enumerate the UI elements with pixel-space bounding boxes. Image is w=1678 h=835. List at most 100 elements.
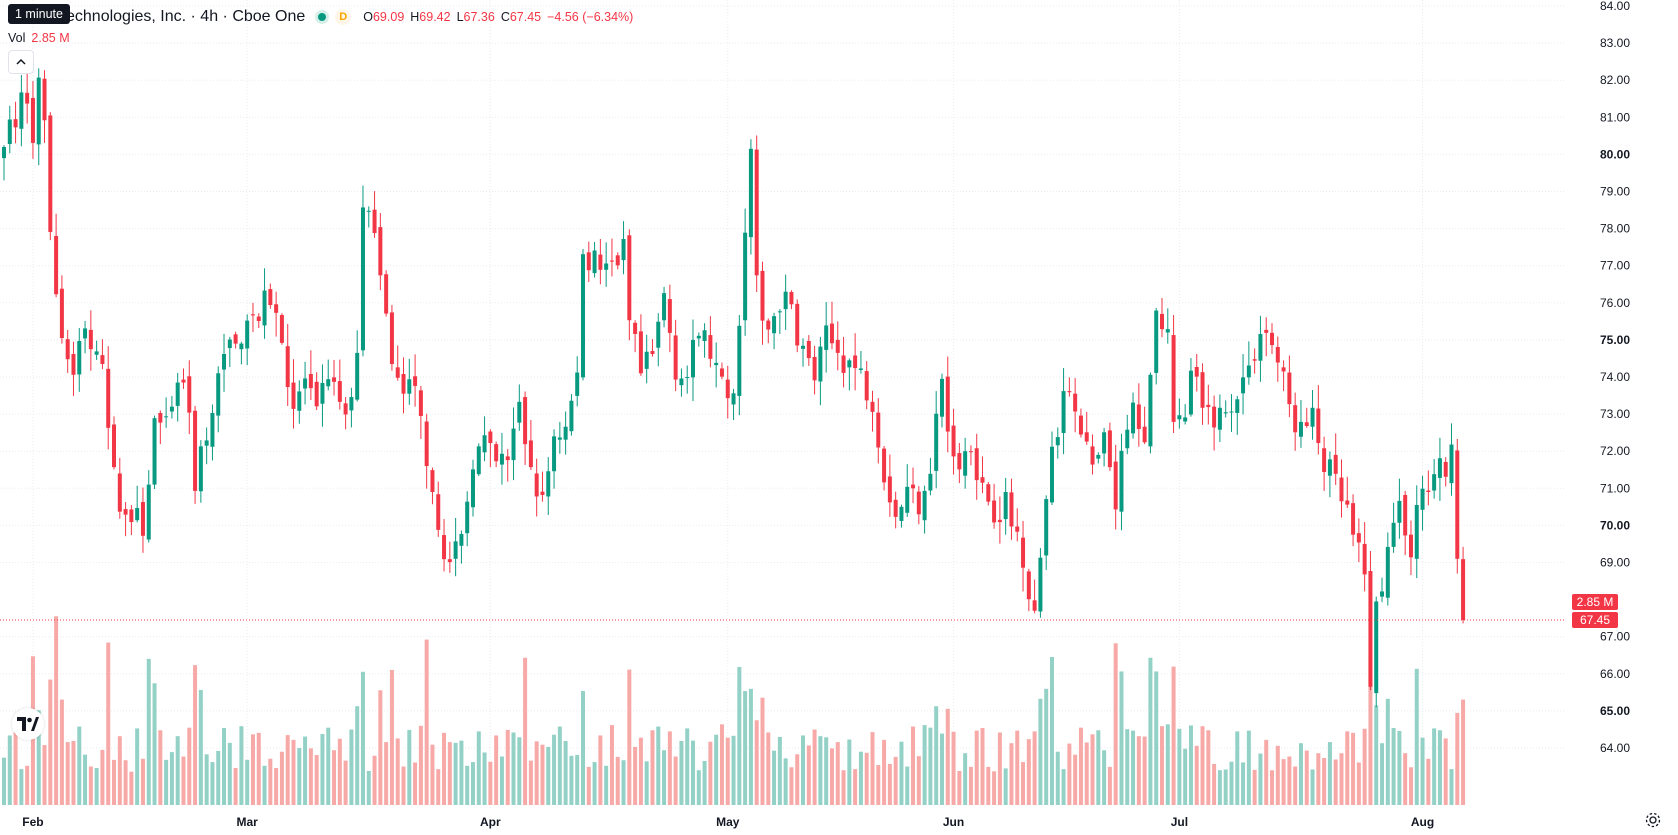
volume-bar[interactable] — [366, 770, 371, 805]
symbol-legend[interactable]: echnologies, Inc. · 4h · Cboe One D O69.… — [8, 6, 633, 28]
candle-body[interactable] — [714, 362, 719, 366]
volume-bar[interactable] — [835, 742, 840, 805]
candle-body[interactable] — [766, 320, 771, 330]
volume-bar[interactable] — [1044, 688, 1049, 805]
candle-body[interactable] — [1281, 367, 1286, 372]
volume-bar[interactable] — [1368, 654, 1373, 805]
candle-body[interactable] — [1270, 332, 1275, 346]
candle-body[interactable] — [1142, 426, 1147, 443]
volume-bar[interactable] — [876, 765, 881, 805]
volume-bar[interactable] — [384, 742, 389, 805]
volume-bar[interactable] — [1212, 763, 1217, 805]
volume-bar[interactable] — [841, 770, 846, 805]
volume-bar[interactable] — [1420, 737, 1425, 805]
candle-body[interactable] — [355, 352, 360, 400]
candle-body[interactable] — [1414, 504, 1419, 559]
volume-bar[interactable] — [54, 616, 59, 805]
candle-body[interactable] — [227, 339, 232, 349]
candle-body[interactable] — [1015, 526, 1020, 532]
volume-bar[interactable] — [459, 740, 464, 805]
candle-body[interactable] — [928, 473, 933, 491]
candle-body[interactable] — [627, 235, 632, 321]
volume-bar[interactable] — [546, 746, 551, 805]
candle-body[interactable] — [818, 346, 823, 382]
volume-bar[interactable] — [1322, 758, 1327, 805]
volume-bar[interactable] — [812, 729, 817, 805]
candle-body[interactable] — [1177, 415, 1182, 420]
candle-body[interactable] — [1131, 402, 1136, 434]
candle-body[interactable] — [100, 355, 105, 365]
candle-body[interactable] — [389, 312, 394, 365]
candle-body[interactable] — [442, 535, 447, 560]
candle-body[interactable] — [592, 250, 597, 274]
volume-bar[interactable] — [1229, 761, 1234, 805]
candle-body[interactable] — [1420, 488, 1425, 510]
candle-body[interactable] — [1241, 377, 1246, 394]
volume-bar[interactable] — [899, 741, 904, 805]
volume-bar[interactable] — [1003, 768, 1008, 805]
candle-body[interactable] — [303, 378, 308, 389]
candle-body[interactable] — [36, 77, 41, 145]
volume-bar[interactable] — [1148, 657, 1153, 805]
volume-bar[interactable] — [1055, 751, 1060, 805]
volume-bar[interactable] — [528, 760, 533, 805]
volume-bar[interactable] — [870, 732, 875, 805]
volume-bar[interactable] — [1408, 767, 1413, 805]
volume-bar[interactable] — [1461, 699, 1466, 805]
volume-bar[interactable] — [112, 759, 117, 805]
candle-body[interactable] — [1102, 432, 1107, 454]
candle-body[interactable] — [494, 444, 499, 462]
candle-body[interactable] — [598, 254, 603, 270]
candle-body[interactable] — [980, 477, 985, 483]
volume-bar[interactable] — [65, 742, 70, 805]
volume-bar[interactable] — [1206, 730, 1211, 805]
candle-body[interactable] — [1217, 407, 1222, 430]
volume-bar[interactable] — [1304, 750, 1309, 805]
candle-body[interactable] — [245, 320, 250, 349]
candle-body[interactable] — [1113, 461, 1118, 510]
volume-bar[interactable] — [534, 741, 539, 805]
volume-bar[interactable] — [274, 768, 279, 805]
volume-bar[interactable] — [743, 691, 748, 805]
candle-body[interactable] — [65, 339, 70, 360]
volume-bar[interactable] — [911, 726, 916, 805]
volume-bar[interactable] — [801, 735, 806, 805]
candle-body[interactable] — [754, 149, 759, 276]
candle-body[interactable] — [557, 437, 562, 440]
volume-bar[interactable] — [395, 738, 400, 805]
volume-bar[interactable] — [916, 756, 921, 805]
volume-bar[interactable] — [1142, 736, 1147, 805]
volume-bar[interactable] — [609, 725, 614, 805]
volume-bar[interactable] — [279, 751, 284, 805]
volume-bar[interactable] — [100, 749, 105, 805]
candle-body[interactable] — [702, 330, 707, 342]
candle-body[interactable] — [395, 367, 400, 378]
volume-bar[interactable] — [465, 765, 470, 805]
candle-body[interactable] — [106, 368, 111, 428]
volume-bar[interactable] — [1333, 759, 1338, 805]
volume-bar[interactable] — [320, 733, 325, 805]
volume-bar[interactable] — [1084, 742, 1089, 805]
candle-body[interactable] — [968, 451, 973, 453]
candle-body[interactable] — [534, 473, 539, 497]
candle-body[interactable] — [470, 469, 475, 508]
candle-body[interactable] — [1316, 408, 1321, 444]
candle-body[interactable] — [708, 335, 713, 359]
volume-bar[interactable] — [1073, 754, 1078, 805]
candle-body[interactable] — [673, 335, 678, 380]
candle-body[interactable] — [731, 393, 736, 405]
candle-body[interactable] — [986, 484, 991, 502]
volume-bar[interactable] — [216, 750, 221, 805]
volume-bar[interactable] — [233, 768, 238, 805]
candle-body[interactable] — [158, 412, 163, 423]
candle-body[interactable] — [233, 334, 238, 344]
volume-bar[interactable] — [893, 756, 898, 805]
candle-body[interactable] — [876, 412, 881, 448]
volume-bar[interactable] — [1293, 766, 1298, 805]
volume-bar[interactable] — [951, 731, 956, 805]
volume-bar[interactable] — [772, 750, 777, 805]
candle-body[interactable] — [181, 379, 186, 383]
volume-bar[interactable] — [638, 737, 643, 805]
volume-bar[interactable] — [992, 771, 997, 805]
candle-body[interactable] — [360, 207, 365, 351]
